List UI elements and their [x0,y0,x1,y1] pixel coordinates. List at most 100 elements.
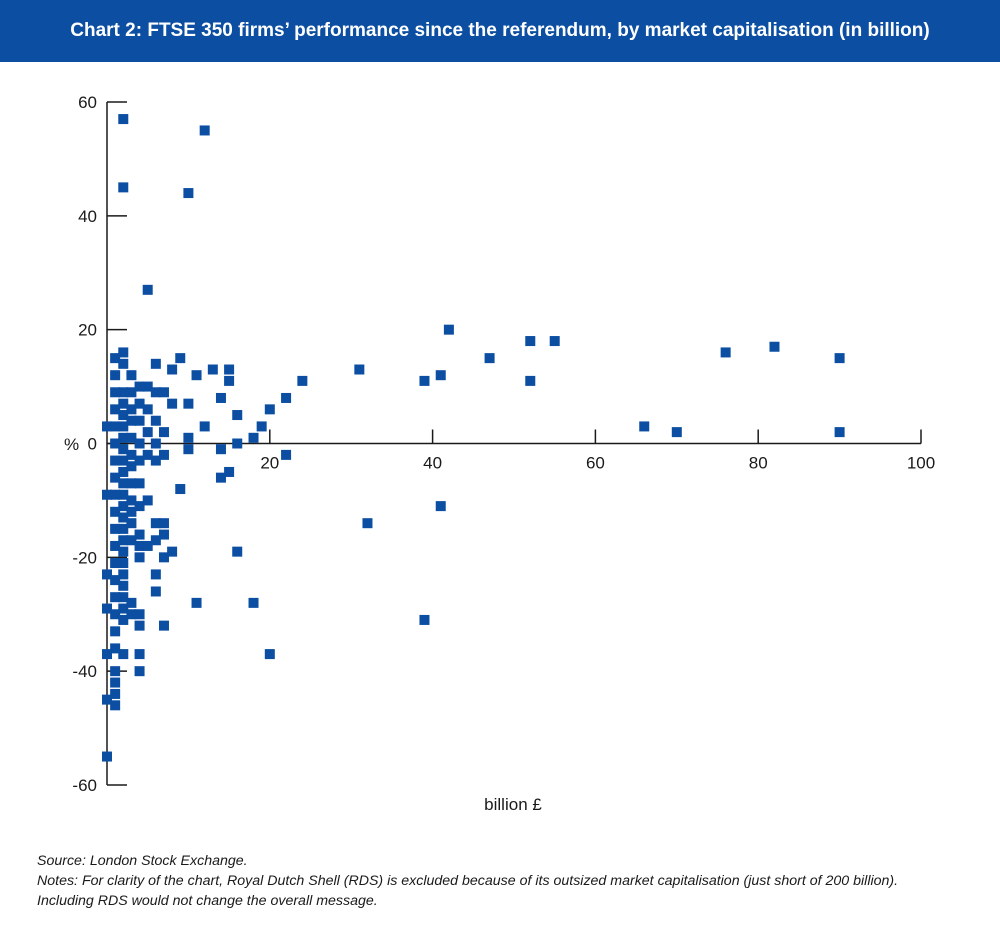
data-point [118,410,129,421]
data-point [720,347,731,358]
data-point [118,466,129,477]
data-point [118,182,129,193]
data-point [191,370,202,381]
data-point [118,614,129,625]
data-point [126,432,137,443]
data-point [183,398,194,409]
data-point [110,421,121,432]
data-point [150,438,161,449]
data-point [354,364,365,375]
data-point [264,404,275,415]
y-tick-label: 0 [88,435,97,454]
data-point [224,466,235,477]
data-point [118,546,129,557]
y-tick-label: -60 [72,776,97,795]
data-point [167,546,178,557]
data-point [110,677,121,688]
data-point [118,455,129,466]
data-point [207,364,218,375]
data-point [118,558,129,569]
data-point [199,421,210,432]
data-point [110,523,121,534]
chart-footnotes: Source: London Stock Exchange. Notes: Fo… [37,851,987,911]
data-point [134,540,145,551]
data-point [126,535,137,546]
data-point [126,370,137,381]
data-point [769,341,780,352]
data-point [126,609,137,620]
y-tick-label: -40 [72,662,97,681]
axes [106,101,922,786]
data-point [102,694,112,705]
data-point [671,427,682,438]
data-point [110,489,121,500]
data-point [110,370,121,381]
data-point [110,575,121,586]
data-point [110,455,121,466]
data-point [102,569,112,580]
data-point [134,529,145,540]
data-point [142,404,153,415]
y-axis-label: % [64,435,79,454]
data-point [142,495,153,506]
data-point [484,353,495,364]
data-point [118,444,129,455]
data-point [110,387,121,398]
data-point [126,387,137,398]
data-point [118,580,129,591]
data-point [150,358,161,369]
x-tick-label: 80 [749,454,768,473]
data-point [248,597,259,608]
data-point [110,404,121,415]
data-point [158,552,169,563]
data-point [150,535,161,546]
data-point [126,597,137,608]
data-point [110,540,121,551]
data-point [150,569,161,580]
data-point [215,392,226,403]
data-point [232,410,243,421]
data-point [134,415,145,426]
data-point [183,444,194,455]
data-point [183,188,194,199]
data-point [102,489,112,500]
data-point [110,592,121,603]
data-point [150,518,161,529]
data-point [110,700,121,711]
data-point [834,427,845,438]
data-point [232,438,243,449]
data-point [167,364,178,375]
chart-title-banner: Chart 2: FTSE 350 firms’ performance sin… [0,0,1000,62]
data-point [549,336,560,347]
data-point [362,518,373,529]
data-point [142,284,153,295]
data-point [183,432,194,443]
data-point [118,569,129,580]
data-point [134,398,145,409]
data-point [525,375,536,386]
notes-line-2: Including RDS would not change the overa… [37,893,378,909]
data-point [134,478,145,489]
data-point [158,529,169,540]
data-point [118,523,129,534]
data-point [126,449,137,460]
data-point [134,455,145,466]
data-point [134,381,145,392]
data-point [118,489,129,500]
data-point [110,609,121,620]
data-point [134,552,145,563]
data-point [419,375,430,386]
data-point [134,501,145,512]
data-point [102,603,112,614]
data-point [134,620,145,631]
data-point [118,649,129,660]
data-point [435,370,446,381]
data-point [419,614,430,625]
data-point [102,421,112,432]
data-point [142,427,153,438]
data-point [118,432,129,443]
data-point [110,626,121,637]
data-point [110,506,121,517]
data-point [443,324,454,335]
data-points [102,114,845,762]
